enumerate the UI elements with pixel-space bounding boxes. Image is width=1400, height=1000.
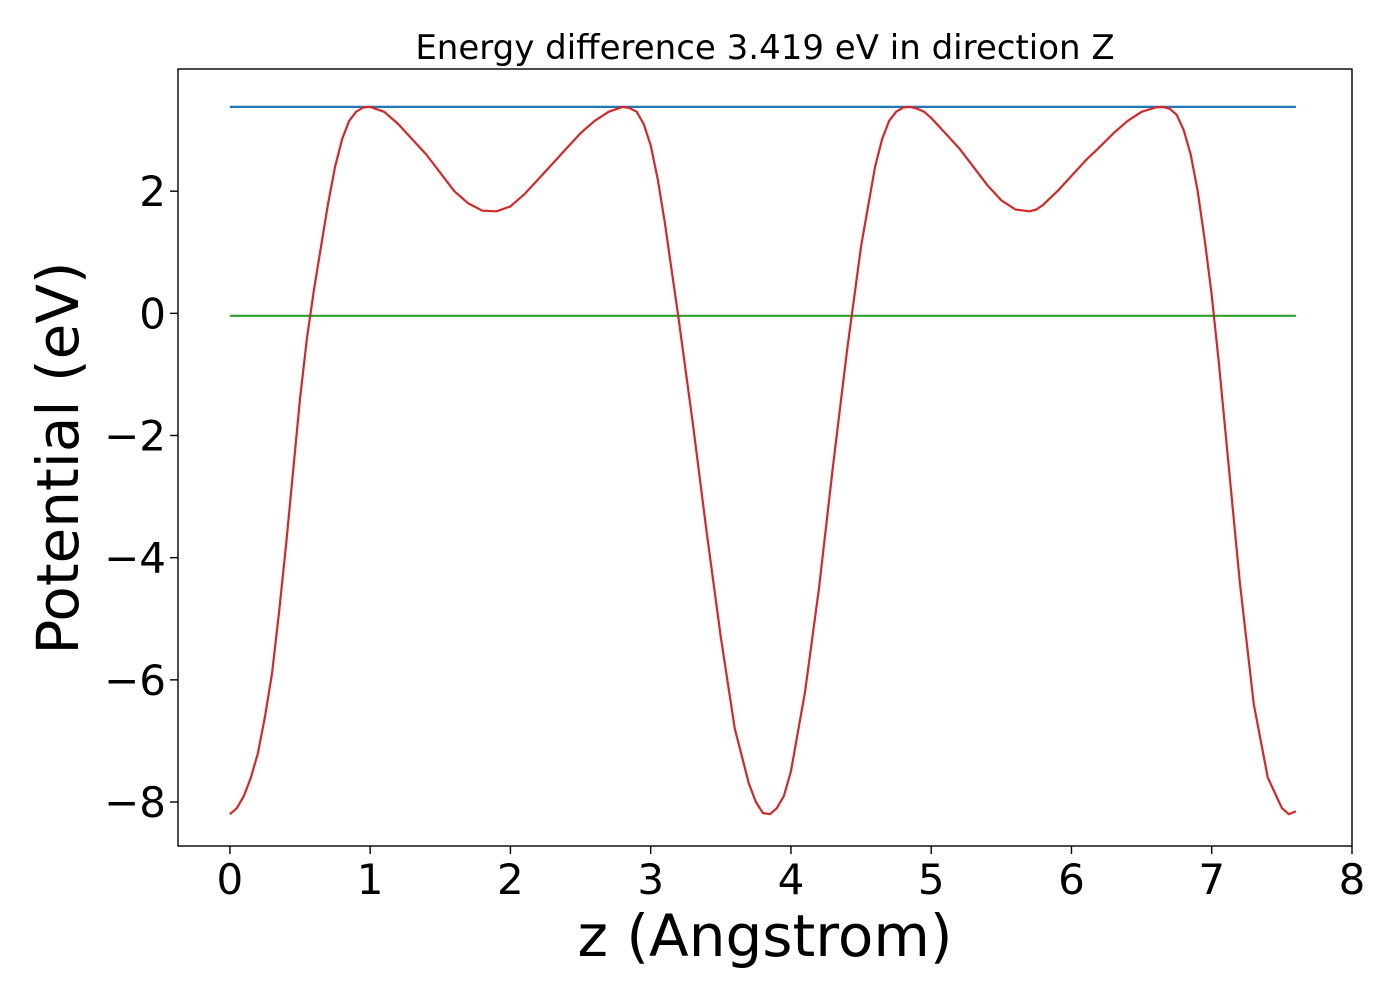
- y-tick-label: −8: [104, 778, 166, 827]
- y-tick-label: −2: [104, 412, 166, 461]
- x-tick-label: 0: [217, 855, 244, 904]
- x-axis-ticks: 0 1 2 3 4 5 6 7 8: [217, 846, 1366, 904]
- x-tick-label: 8: [1339, 855, 1366, 904]
- y-tick-label: −4: [104, 534, 166, 583]
- x-tick-label: 1: [357, 855, 384, 904]
- series-line-0: [229, 105, 1297, 816]
- plot-lines: [229, 105, 1297, 816]
- x-tick-label: 6: [1058, 855, 1085, 904]
- chart-title: Energy difference 3.419 eV in direction …: [415, 28, 1114, 68]
- x-tick-label: 7: [1198, 855, 1225, 904]
- y-axis-ticks: −8 −6 −4 −2 0 2: [104, 167, 178, 827]
- x-axis-label: z (Angstrom): [578, 902, 953, 970]
- y-tick-label: 2: [139, 167, 166, 216]
- y-tick-label: 0: [139, 289, 166, 338]
- x-tick-label: 4: [778, 855, 805, 904]
- y-tick-label: −6: [104, 656, 166, 705]
- plot-frame: [177, 68, 1353, 847]
- x-tick-label: 5: [918, 855, 945, 904]
- y-axis-label: Potential (eV): [24, 261, 92, 654]
- x-tick-label: 3: [637, 855, 664, 904]
- x-tick-label: 2: [497, 855, 524, 904]
